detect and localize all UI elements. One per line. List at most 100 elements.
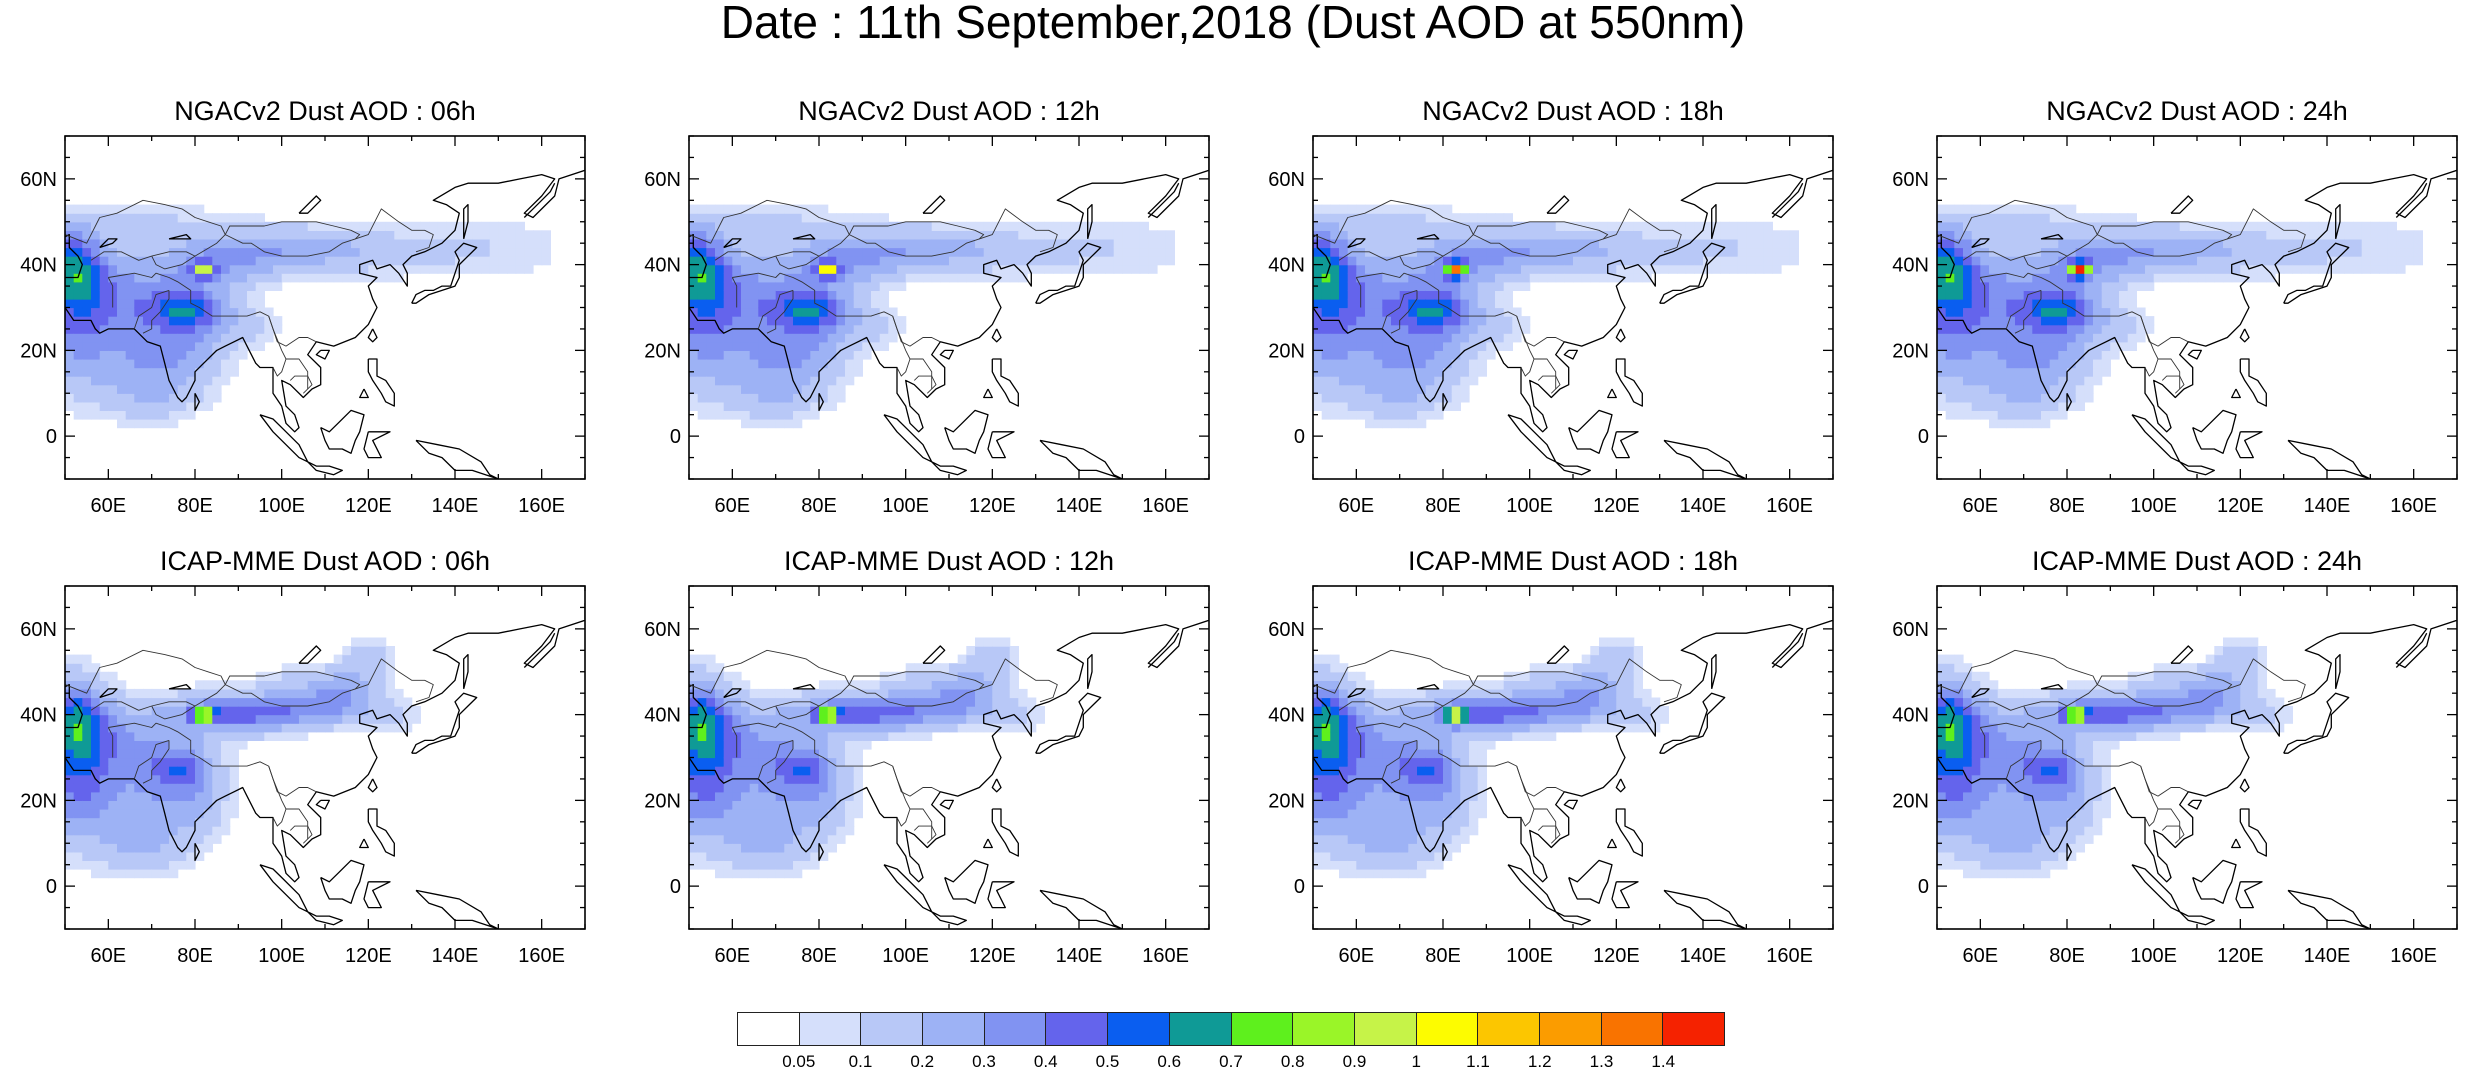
aod-cell xyxy=(386,248,395,257)
aod-cell xyxy=(880,325,889,334)
aod-cell xyxy=(958,655,967,664)
aod-cell xyxy=(698,359,707,368)
aod-cell xyxy=(1330,680,1339,689)
aod-cell xyxy=(65,740,74,749)
aod-cell xyxy=(1486,299,1495,308)
lon-tick-label: 100E xyxy=(2130,495,2177,517)
aod-cell xyxy=(108,869,117,878)
aod-cell xyxy=(65,766,74,775)
aod-cell xyxy=(758,308,767,317)
aod-cell xyxy=(1452,749,1461,758)
aod-cell xyxy=(698,783,707,792)
aod-cell xyxy=(2379,265,2388,274)
aod-cell xyxy=(2119,316,2128,325)
aod-cell xyxy=(160,385,169,394)
aod-cell xyxy=(2041,290,2050,299)
aod-cell xyxy=(117,869,126,878)
aod-cell xyxy=(1166,230,1175,239)
aod-cell xyxy=(481,230,490,239)
aod-cell xyxy=(2102,273,2111,282)
aod-cell xyxy=(810,342,819,351)
aod-cell xyxy=(152,826,161,835)
aod-cell xyxy=(325,680,334,689)
aod-cell xyxy=(802,402,811,411)
aod-cell xyxy=(1443,316,1452,325)
aod-cell xyxy=(888,333,897,342)
aod-cell xyxy=(178,766,187,775)
aod-cell xyxy=(819,256,828,265)
aod-cell xyxy=(299,265,308,274)
aod-cell xyxy=(845,740,854,749)
aod-cell xyxy=(100,715,109,724)
aod-cell xyxy=(1339,689,1348,698)
aod-cell xyxy=(2310,248,2319,257)
aod-cell xyxy=(984,698,993,707)
aod-cell xyxy=(724,783,733,792)
aod-cell xyxy=(143,715,152,724)
aod-cell xyxy=(100,410,109,419)
aod-cell xyxy=(880,256,889,265)
aod-cell xyxy=(134,749,143,758)
aod-cell xyxy=(906,230,915,239)
aod-cell xyxy=(1998,385,2007,394)
aod-cell xyxy=(1980,410,1989,419)
aod-cell xyxy=(802,852,811,861)
aod-cell xyxy=(2136,230,2145,239)
aod-cell xyxy=(1504,706,1513,715)
aod-cell xyxy=(1374,809,1383,818)
aod-cell xyxy=(1114,230,1123,239)
aod-cell xyxy=(732,835,741,844)
aod-cell xyxy=(1573,256,1582,265)
aod-cell xyxy=(689,402,698,411)
aod-cell xyxy=(394,715,403,724)
aod-cell xyxy=(212,230,221,239)
aod-cell xyxy=(1452,835,1461,844)
aod-cell xyxy=(169,316,178,325)
coastline xyxy=(884,865,932,912)
aod-cell xyxy=(195,835,204,844)
aod-cell xyxy=(221,800,230,809)
aod-cell xyxy=(2076,393,2085,402)
aod-cell xyxy=(1963,342,1972,351)
aod-cell xyxy=(264,308,273,317)
aod-cell xyxy=(100,282,109,291)
aod-cell xyxy=(377,230,386,239)
aod-cell xyxy=(91,350,100,359)
aod-cell xyxy=(256,230,265,239)
aod-cell xyxy=(2310,222,2319,231)
aod-cell xyxy=(1148,265,1157,274)
aod-cell xyxy=(724,715,733,724)
aod-cell xyxy=(689,672,698,681)
aod-cell xyxy=(1426,758,1435,767)
aod-cell xyxy=(152,860,161,869)
aod-cell xyxy=(230,368,239,377)
aod-cell xyxy=(2067,376,2076,385)
aod-cell xyxy=(802,410,811,419)
aod-cell xyxy=(871,698,880,707)
aod-cell xyxy=(1998,299,2007,308)
coastline xyxy=(984,389,993,398)
aod-cell xyxy=(2154,239,2163,248)
aod-cell xyxy=(706,740,715,749)
aod-cell xyxy=(1408,766,1417,775)
aod-cell xyxy=(758,852,767,861)
aod-cell xyxy=(758,282,767,291)
aod-cell xyxy=(472,265,481,274)
aod-cell xyxy=(836,749,845,758)
aod-cell xyxy=(2006,402,2015,411)
aod-cell xyxy=(1946,385,1955,394)
aod-cell xyxy=(2006,368,2015,377)
aod-cell xyxy=(108,826,117,835)
aod-cell xyxy=(1460,308,1469,317)
aod-cell xyxy=(256,333,265,342)
aod-cell xyxy=(784,282,793,291)
aod-cell xyxy=(1348,672,1357,681)
aod-cell xyxy=(2067,273,2076,282)
aod-cell xyxy=(1686,222,1695,231)
aod-cell xyxy=(2162,256,2171,265)
aod-cell xyxy=(966,663,975,672)
aod-cell xyxy=(836,265,845,274)
aod-cell xyxy=(1313,715,1322,724)
aod-cell xyxy=(1469,265,1478,274)
